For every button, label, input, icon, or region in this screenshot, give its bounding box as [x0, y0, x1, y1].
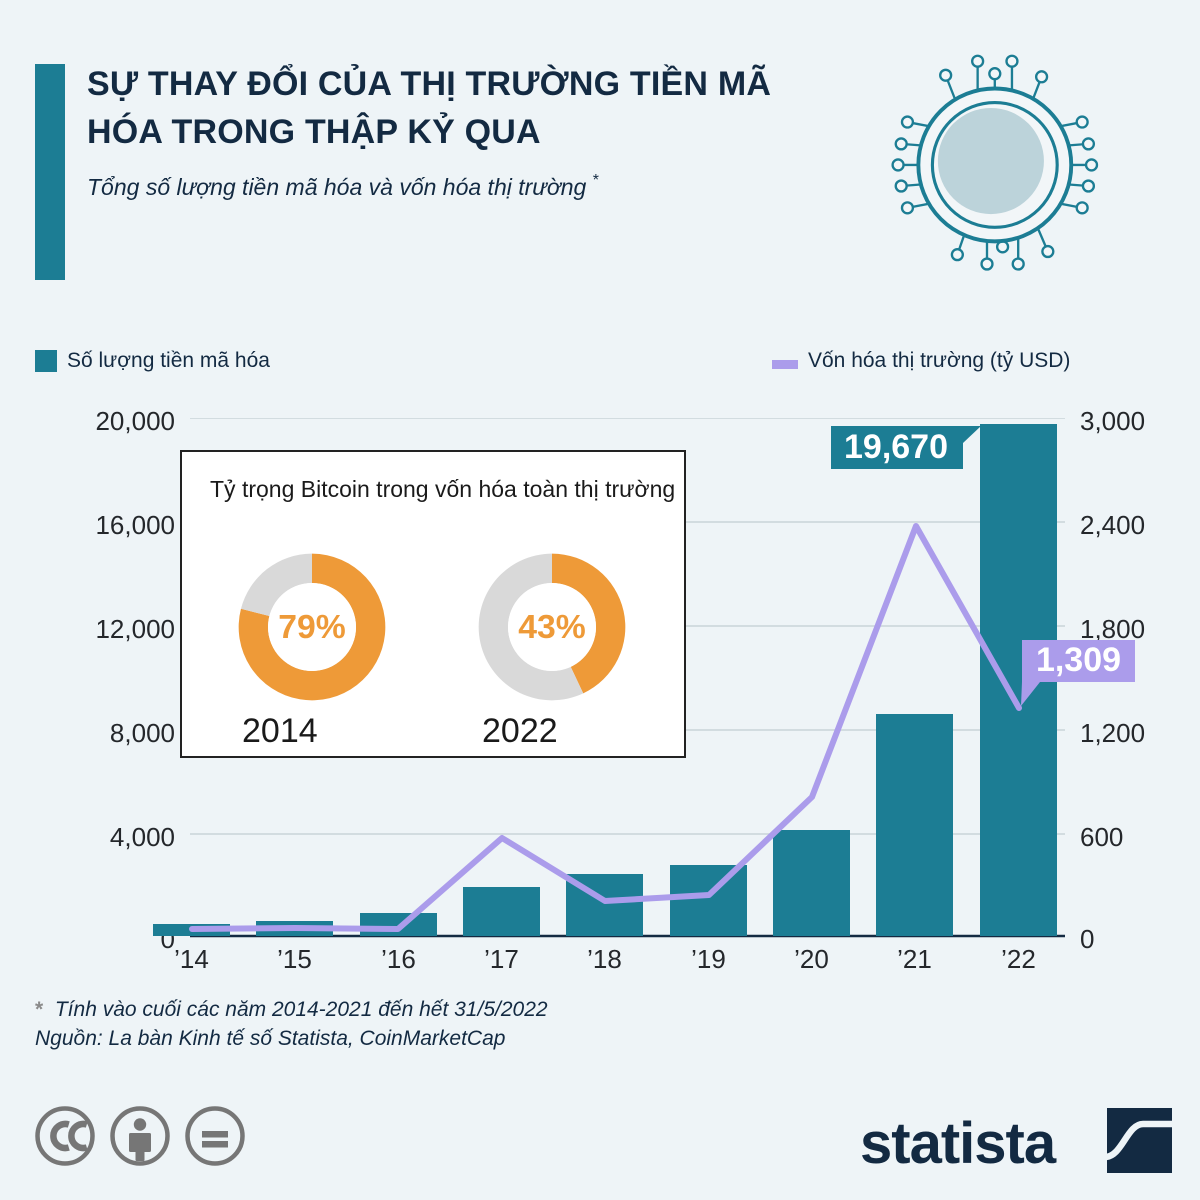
- svg-text:43%: 43%: [518, 608, 586, 646]
- svg-text:79%: 79%: [278, 608, 346, 646]
